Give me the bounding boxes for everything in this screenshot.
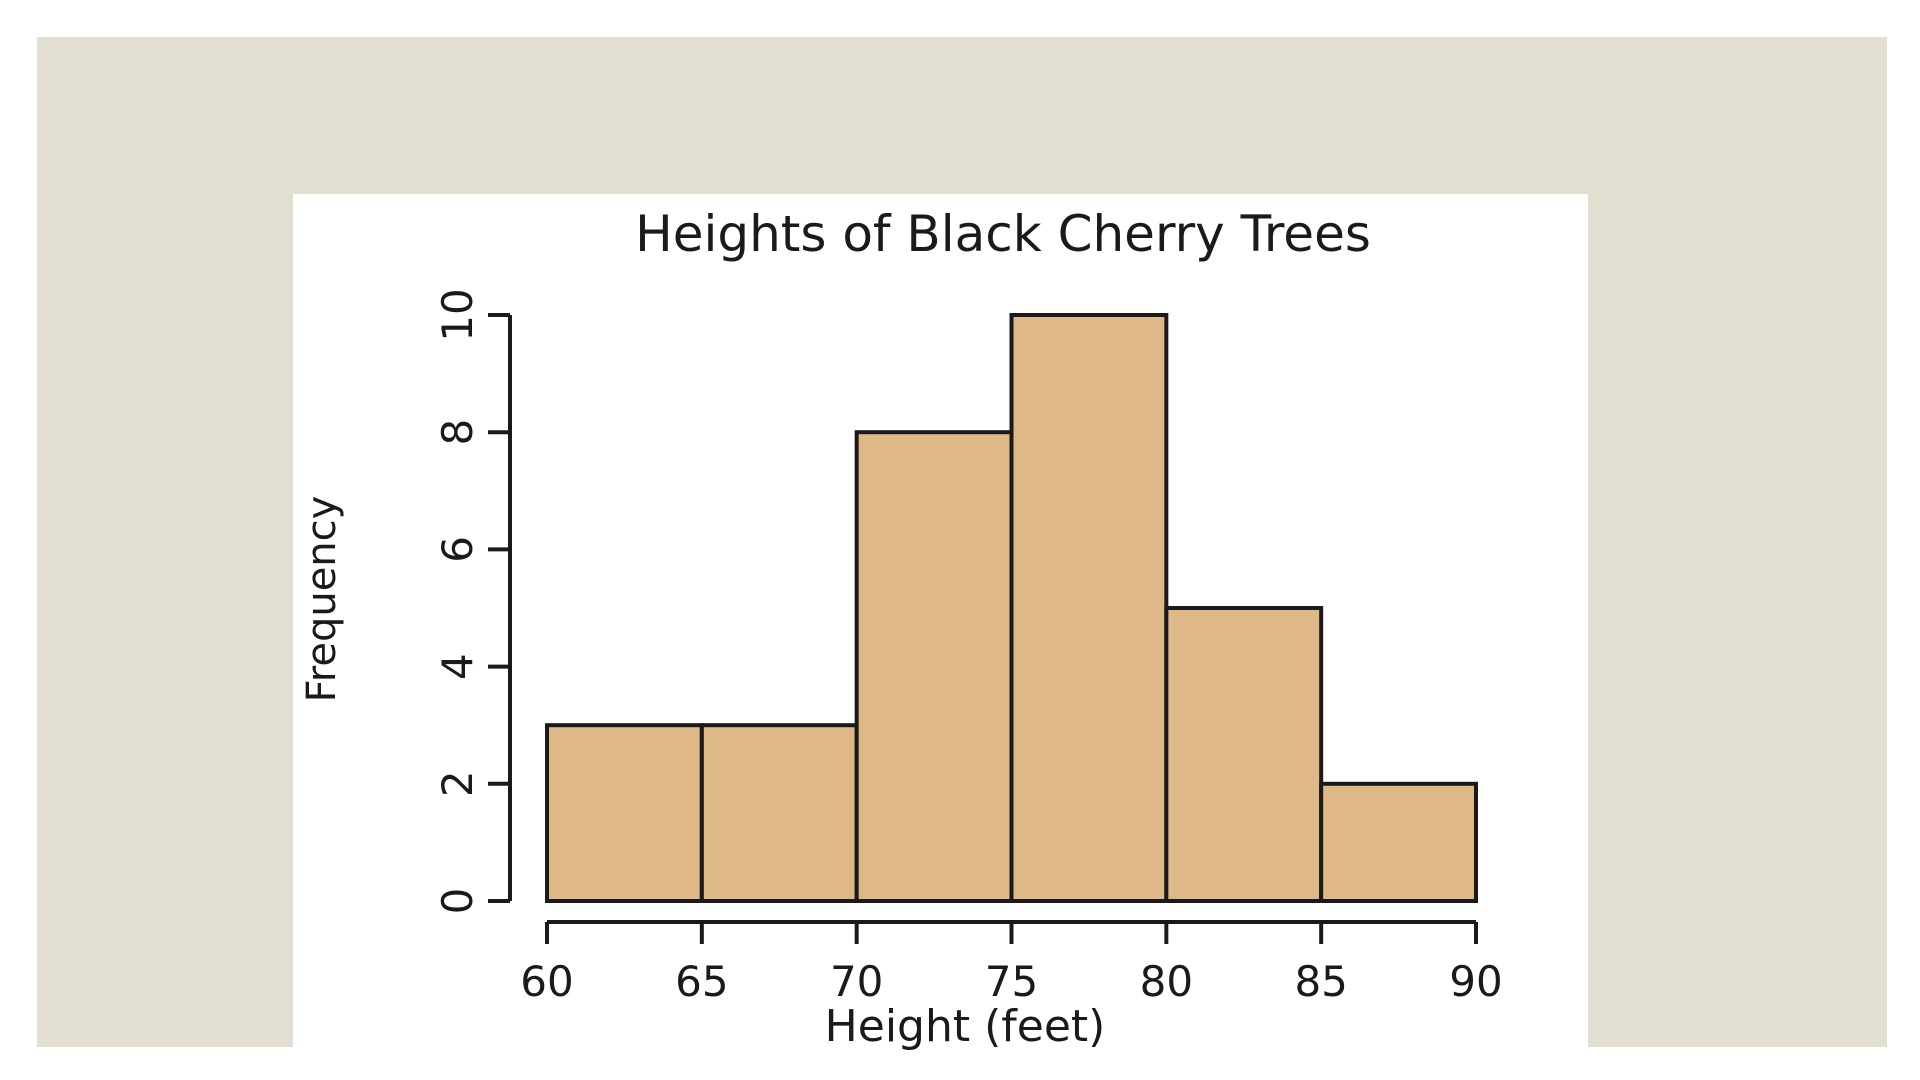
bar-1 xyxy=(699,723,859,904)
x-tick-label-2: 70 xyxy=(830,957,883,1006)
x-axis: 60 65 70 75 80 85 90 xyxy=(520,920,1503,1006)
x-tick-label-5: 85 xyxy=(1294,957,1347,1006)
histogram-chart: Heights of Black Cherry Trees 0 2 4 6 8 10 60… xyxy=(299,205,1503,1052)
y-tick-label-3: 6 xyxy=(433,536,482,563)
slide-background: Heights of Black Cherry Trees 0 2 4 6 8 10 60… xyxy=(37,37,1887,1069)
y-tick-label-2: 4 xyxy=(433,653,482,680)
x-tick-label-4: 80 xyxy=(1140,957,1193,1006)
bar-5 xyxy=(1319,781,1478,903)
x-tick-label-3: 75 xyxy=(985,957,1038,1006)
y-tick-label-0: 0 xyxy=(433,888,482,915)
x-tick-label-6: 90 xyxy=(1449,957,1502,1006)
chart-panel: Heights of Black Cherry Trees 0 2 4 6 8 10 60… xyxy=(293,194,1588,1069)
bar-3 xyxy=(1009,313,1169,903)
bar-0 xyxy=(545,723,704,904)
bar-2 xyxy=(854,430,1014,903)
y-tick-label-5: 10 xyxy=(433,288,482,341)
y-axis: 0 2 4 6 8 10 xyxy=(433,288,512,915)
y-tick-label-4: 8 xyxy=(433,419,482,446)
x-tick-label-0: 60 xyxy=(520,957,573,1006)
chart-title: Heights of Black Cherry Trees xyxy=(635,205,1371,263)
y-axis-label: Frequency xyxy=(299,496,345,703)
bars-group xyxy=(545,313,1478,904)
x-axis-label: Height (feet) xyxy=(825,1001,1106,1052)
y-tick-label-1: 2 xyxy=(433,770,482,797)
bar-4 xyxy=(1164,606,1324,903)
x-tick-label-1: 65 xyxy=(675,957,728,1006)
